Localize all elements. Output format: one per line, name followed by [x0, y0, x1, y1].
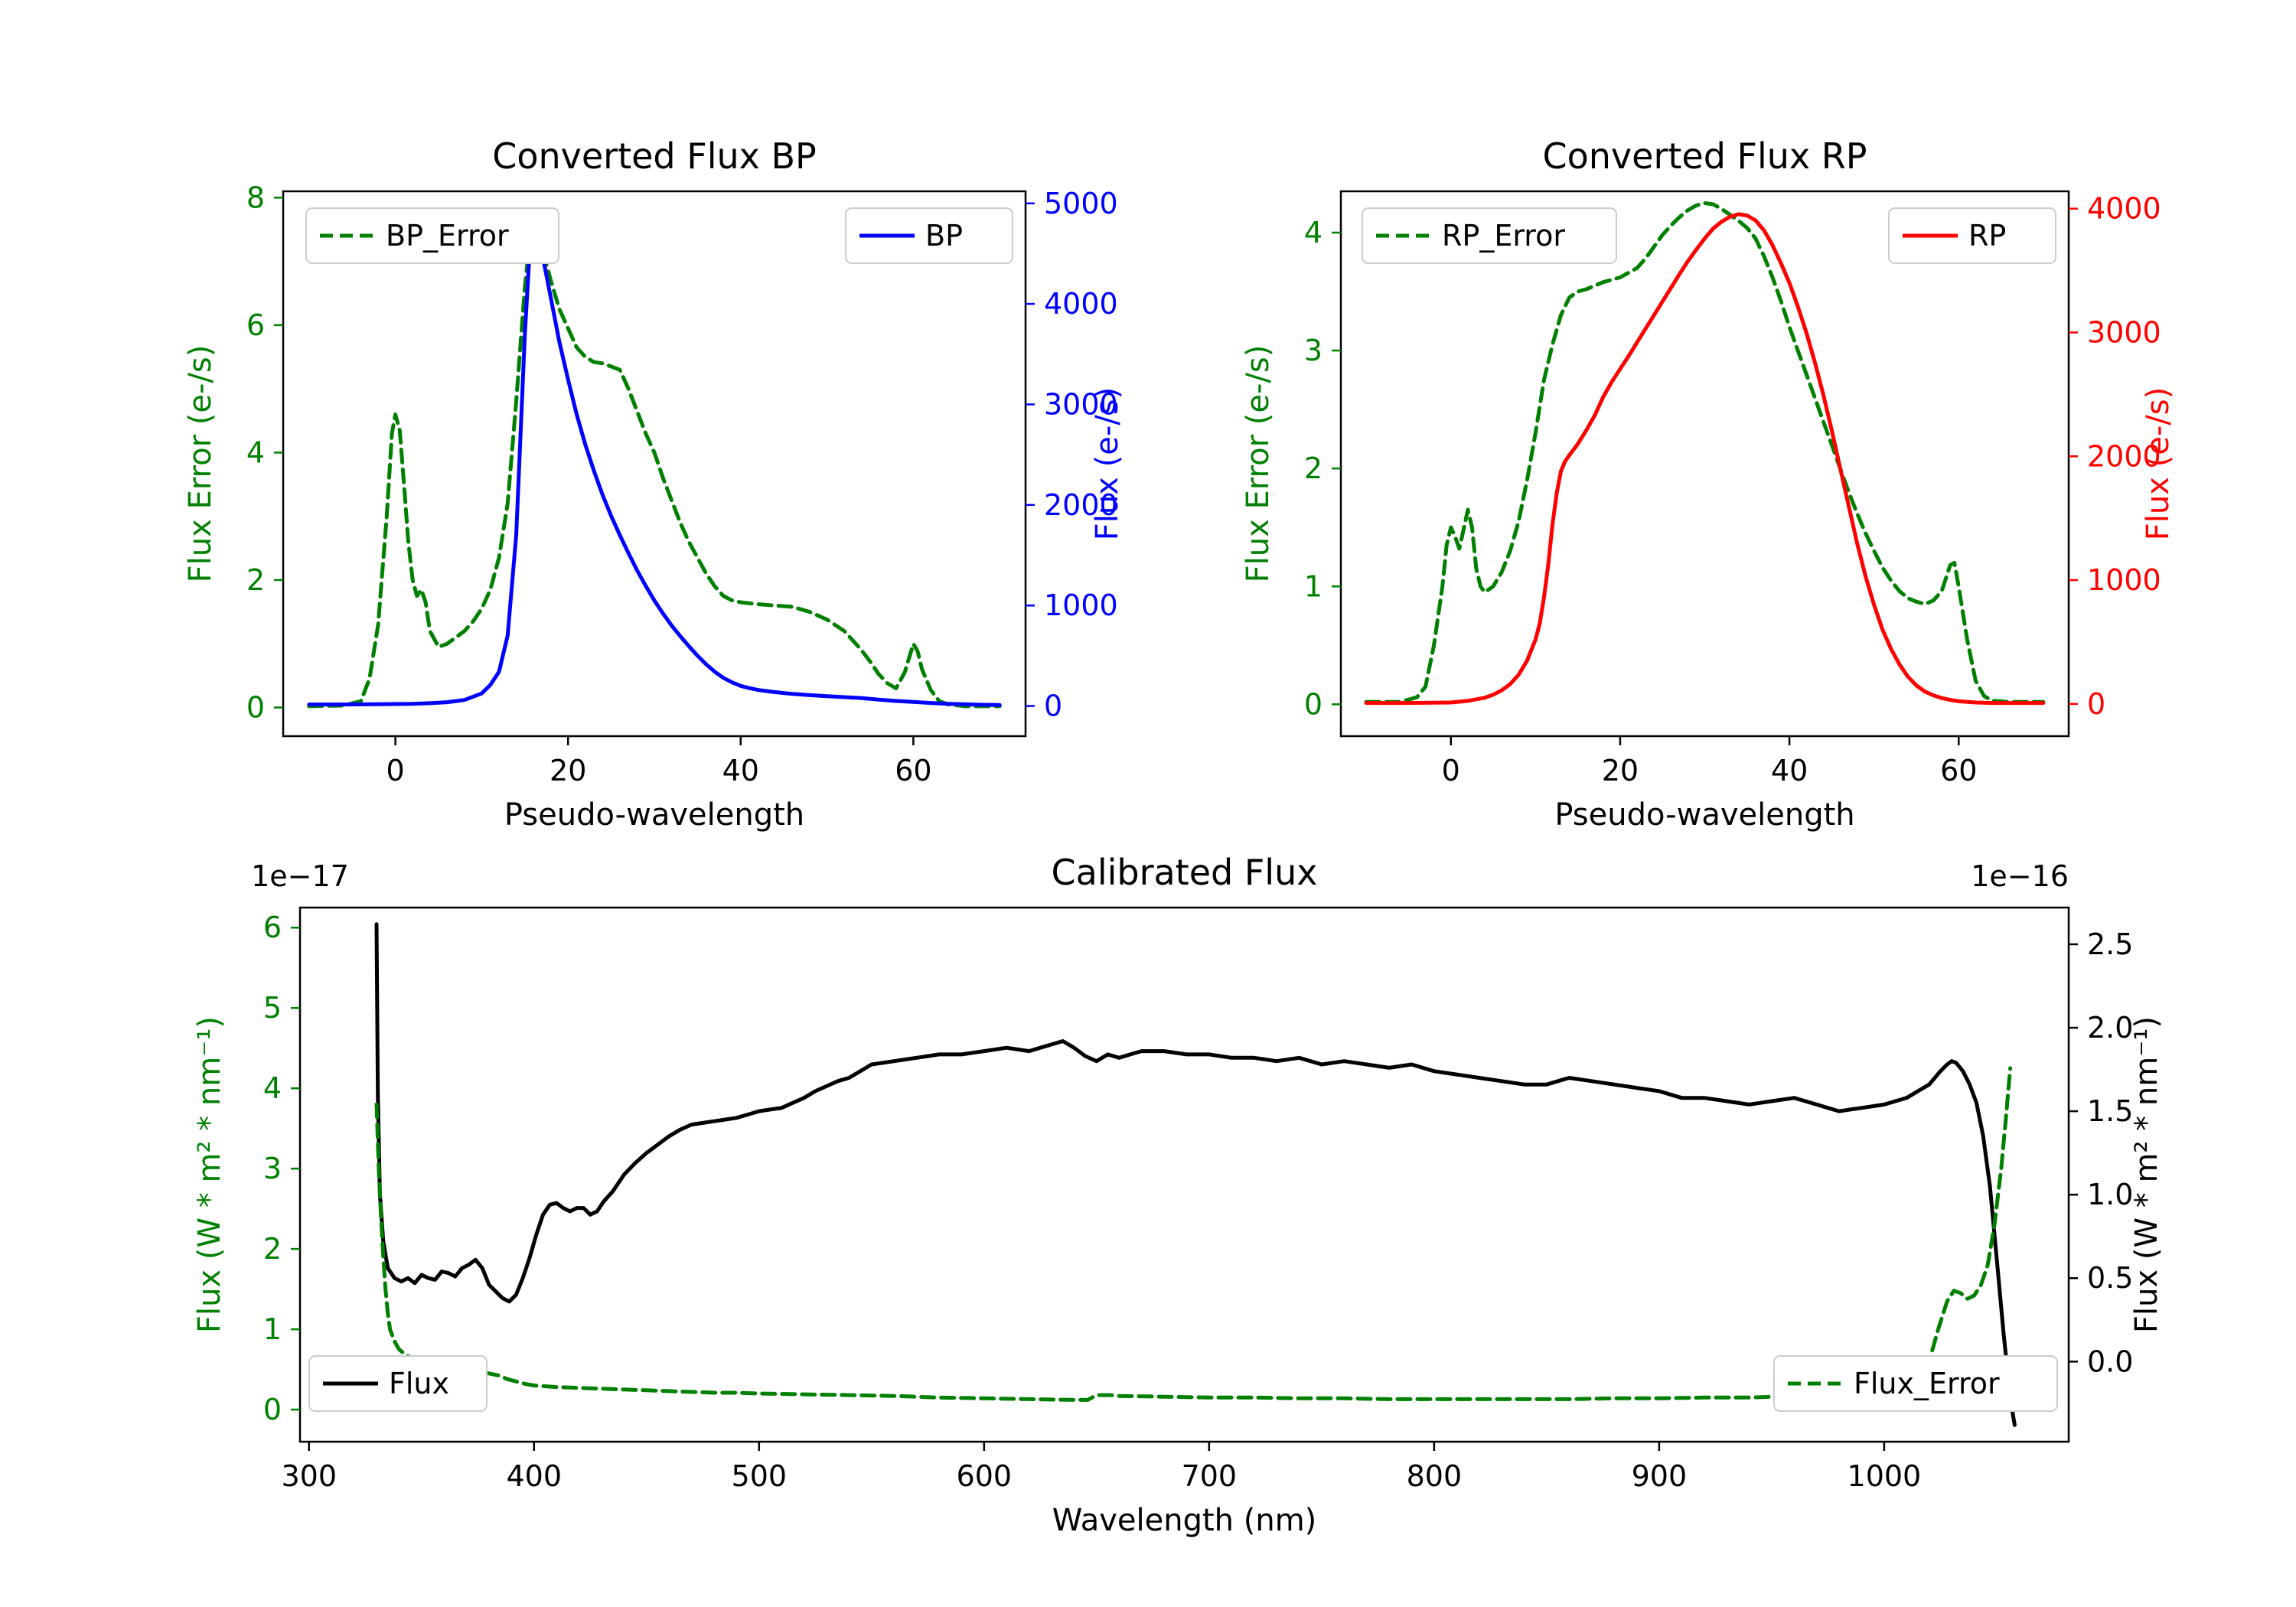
right-y-tick-label: 1000 [2087, 563, 2161, 597]
legend-label: Flux_Error [1854, 1367, 2000, 1400]
x-tick-label: 40 [722, 754, 759, 787]
curve-BP_Error [307, 221, 1002, 709]
legend-label: BP_Error [386, 219, 509, 253]
legend-Flux_Error: Flux_Error [1773, 1355, 2058, 1412]
legend-box [305, 207, 559, 264]
left-y-tick-label: 2 [246, 563, 265, 597]
right-y-tick-label: 3000 [2087, 315, 2161, 349]
curve-Flux [374, 922, 2017, 1427]
left-y-tick-label: 2 [263, 1232, 282, 1266]
legend-BP_Error: BP_Error [305, 207, 559, 264]
converted-flux-bp-left-axis-label: Flux Error (e-/s) [183, 345, 218, 583]
left-y-tick-label: 4 [246, 435, 265, 469]
converted-flux-rp-title: Converted Flux RP [1543, 135, 1867, 177]
right-y-tick-label: 2.5 [2087, 927, 2133, 961]
x-tick-label: 800 [1407, 1459, 1463, 1493]
left-y-tick-label: 8 [246, 181, 265, 214]
right-y-tick-label: 5000 [1044, 187, 1118, 220]
calibrated-flux-right-axis-label: Flux (W * m² * nm⁻¹) [2129, 1016, 2164, 1333]
legend-box [845, 207, 1013, 264]
right-y-tick-label: 1.5 [2087, 1094, 2133, 1128]
right-y-tick-label: 1.0 [2087, 1178, 2133, 1211]
left-y-tick-label: 0 [246, 691, 265, 725]
x-tick-label: 300 [281, 1459, 337, 1493]
legend-box [1362, 207, 1617, 264]
converted-flux-bp: Converted Flux BP0 20 40 60Pseudo-wavelengt… [183, 135, 1125, 833]
calibrated-flux: Calibrated Flux 300 400 500 600 700 800 900 1000… [192, 852, 2164, 1538]
converted-flux-bp-frame [282, 190, 1027, 738]
right-y-tick-label: 2000 [2087, 439, 2161, 473]
x-tick-label: 0 [386, 754, 405, 787]
right-y-tick-label: 4000 [2087, 192, 2161, 226]
legend-label: BP [925, 219, 963, 253]
converted-flux-rp: Converted Flux RP0 20 40 60Pseudo-wavelengt… [1241, 135, 2176, 833]
x-tick-label: 20 [1602, 754, 1639, 787]
x-tick-label: 900 [1632, 1459, 1688, 1493]
converted-flux-rp-left-axis-label: Flux Error (e-/s) [1241, 345, 1276, 583]
x-tick-label: 0 [1442, 754, 1460, 787]
right-y-tick-label: 2000 [1044, 488, 1118, 522]
x-tick-label: 600 [957, 1459, 1013, 1493]
curve-RP_Error [1364, 200, 2046, 704]
calibrated-flux-left-axis-label: Flux (W * m² * nm⁻¹) [192, 1016, 227, 1333]
left-y-tick-label: 6 [263, 911, 282, 944]
converted-flux-rp-xlabel: Pseudo-wavelength [1554, 797, 1854, 833]
x-tick-label: 60 [1940, 754, 1977, 787]
legend-box [1773, 1355, 2058, 1412]
x-tick-label: 60 [895, 754, 931, 787]
right-y-tick-label: 0.0 [2087, 1345, 2133, 1378]
right-y-tick-label: 0 [1044, 689, 1062, 723]
left-offset-text: 1e−17 [251, 859, 349, 893]
x-tick-label: 20 [550, 754, 586, 787]
left-y-tick-label: 0 [263, 1393, 282, 1426]
curve-BP [307, 217, 1002, 707]
right-y-tick-label: 1000 [1044, 588, 1118, 622]
left-y-tick-label: 0 [1304, 687, 1322, 721]
right-offset-text: 1e−16 [1971, 859, 2069, 893]
legend-BP: BP [845, 207, 1013, 264]
right-y-tick-label: 2.0 [2087, 1011, 2133, 1045]
right-y-tick-label: 4000 [1044, 287, 1118, 321]
legend-box [308, 1355, 488, 1412]
left-y-tick-label: 4 [1304, 216, 1322, 249]
right-y-tick-label: 0.5 [2087, 1261, 2133, 1295]
x-tick-label: 1000 [1848, 1459, 1922, 1493]
legend-box [1888, 207, 2056, 264]
right-y-tick-label: 0 [2087, 687, 2105, 721]
calibrated-flux-xlabel: Wavelength (nm) [1052, 1503, 1317, 1538]
calibrated-flux-title: Calibrated Flux [1052, 852, 1318, 893]
legend-Flux: Flux [308, 1355, 488, 1412]
left-y-tick-label: 4 [263, 1071, 282, 1105]
legend-label: RP [1968, 219, 2006, 253]
legend-RP: RP [1888, 207, 2056, 264]
calibrated-flux-frame [298, 906, 2070, 1443]
legend-label: Flux [389, 1367, 449, 1400]
converted-flux-bp-title: Converted Flux BP [492, 135, 817, 177]
right-y-tick-label: 3000 [1044, 387, 1118, 421]
x-tick-label: 500 [732, 1459, 788, 1493]
converted-flux-rp-frame [1339, 190, 2070, 738]
left-y-tick-label: 1 [263, 1312, 282, 1346]
curve-RP [1364, 212, 2046, 706]
legend-label: RP_Error [1442, 219, 1565, 253]
x-tick-label: 400 [507, 1459, 563, 1493]
left-y-tick-label: 1 [1304, 569, 1322, 603]
left-y-tick-label: 3 [263, 1152, 282, 1185]
left-y-tick-label: 5 [263, 991, 282, 1025]
left-y-tick-label: 2 [1304, 451, 1322, 485]
legend-RP_Error: RP_Error [1362, 207, 1617, 264]
left-y-tick-label: 3 [1304, 334, 1322, 367]
converted-flux-rp-right-axis-label: Flux (e-/s) [2141, 387, 2176, 540]
converted-flux-bp-right-axis-label: Flux (e-/s) [1090, 387, 1125, 540]
x-tick-label: 700 [1182, 1459, 1238, 1493]
converted-flux-bp-xlabel: Pseudo-wavelength [504, 797, 804, 833]
left-y-tick-label: 6 [246, 308, 265, 342]
x-tick-label: 40 [1771, 754, 1808, 787]
